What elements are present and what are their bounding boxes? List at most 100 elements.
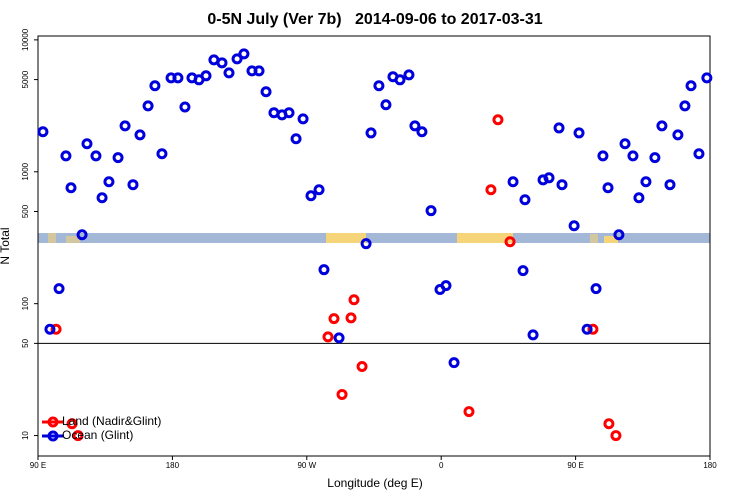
- y-tick-label: 10: [21, 431, 30, 440]
- point: [365, 127, 377, 139]
- plot-frame: [37, 35, 711, 457]
- x-tick-label: 90 E: [567, 461, 583, 470]
- point: [517, 265, 529, 277]
- point: [590, 283, 602, 295]
- point: [156, 148, 168, 160]
- point: [60, 150, 72, 162]
- point: [322, 331, 334, 343]
- point: [656, 120, 668, 132]
- point: [260, 86, 272, 98]
- point: [76, 229, 88, 241]
- point: [640, 176, 652, 188]
- point: [492, 114, 504, 126]
- point: [409, 120, 421, 132]
- point: [103, 176, 115, 188]
- land-strip: [590, 234, 598, 243]
- point: [305, 190, 317, 202]
- point: [119, 120, 131, 132]
- land-strip: [457, 233, 513, 243]
- point: [253, 65, 265, 77]
- point: [485, 184, 497, 196]
- point: [380, 99, 392, 111]
- point: [37, 126, 49, 138]
- y-tick-label: 5000: [21, 70, 30, 88]
- point: [679, 100, 691, 112]
- x-tick-label: 180: [703, 461, 717, 470]
- land-strip: [66, 236, 80, 243]
- point: [65, 182, 77, 194]
- point: [507, 176, 519, 188]
- point: [313, 184, 325, 196]
- legend-marker: [47, 416, 59, 428]
- point: [336, 388, 348, 400]
- map-strip: [38, 233, 710, 243]
- point: [603, 418, 615, 430]
- y-tick-label: 500: [21, 204, 30, 218]
- point: [149, 80, 161, 92]
- point: [440, 280, 452, 292]
- point: [602, 182, 614, 194]
- x-tick-label: 90 E: [30, 461, 46, 470]
- y-tick-label: 1000: [21, 162, 30, 180]
- point: [134, 129, 146, 141]
- x-tick-label: 180: [166, 461, 180, 470]
- point: [685, 80, 697, 92]
- point: [448, 357, 460, 369]
- point: [200, 70, 212, 82]
- point: [66, 418, 78, 430]
- point: [610, 430, 622, 442]
- x-tick-label: 0: [439, 461, 444, 470]
- point: [613, 229, 625, 241]
- point: [463, 406, 475, 418]
- point: [348, 294, 360, 306]
- point: [53, 283, 65, 295]
- point: [543, 172, 555, 184]
- point: [394, 74, 406, 86]
- point: [238, 48, 250, 60]
- point: [597, 150, 609, 162]
- point: [142, 100, 154, 112]
- chart-title: 0-5N July (Ver 7b) 2014-09-06 to 2017-03…: [207, 11, 542, 28]
- point: [568, 220, 580, 232]
- point: [231, 53, 243, 65]
- land-strip: [326, 233, 366, 243]
- y-tick-label: 100: [21, 296, 30, 310]
- point: [527, 329, 539, 341]
- land-strip: [48, 233, 56, 243]
- point: [649, 152, 661, 164]
- point: [664, 179, 676, 191]
- ocean-strip: [38, 233, 710, 243]
- legend-label: Ocean (Glint): [62, 428, 133, 442]
- x-tick-label: 90 W: [297, 461, 316, 470]
- point: [127, 179, 139, 191]
- y-tick-label: 10000: [21, 28, 30, 51]
- point: [504, 236, 516, 248]
- point: [373, 80, 385, 92]
- point: [72, 430, 84, 442]
- point: [360, 238, 372, 250]
- point: [573, 127, 585, 139]
- y-tick-label: 50: [21, 338, 30, 347]
- point: [333, 332, 345, 344]
- point: [425, 205, 437, 217]
- point: [356, 360, 368, 372]
- legend-label: Land (Nadir&Glint): [62, 414, 161, 428]
- point: [297, 113, 309, 125]
- point: [216, 57, 228, 69]
- point: [90, 150, 102, 162]
- point: [345, 312, 357, 324]
- point: [403, 69, 415, 81]
- point: [627, 150, 639, 162]
- point: [672, 129, 684, 141]
- legend-marker: [47, 430, 59, 442]
- point: [50, 323, 62, 335]
- land-strip: [604, 236, 618, 243]
- point: [619, 138, 631, 150]
- point: [290, 133, 302, 145]
- point: [179, 101, 191, 113]
- point: [701, 72, 713, 84]
- point: [416, 126, 428, 138]
- point: [283, 107, 295, 119]
